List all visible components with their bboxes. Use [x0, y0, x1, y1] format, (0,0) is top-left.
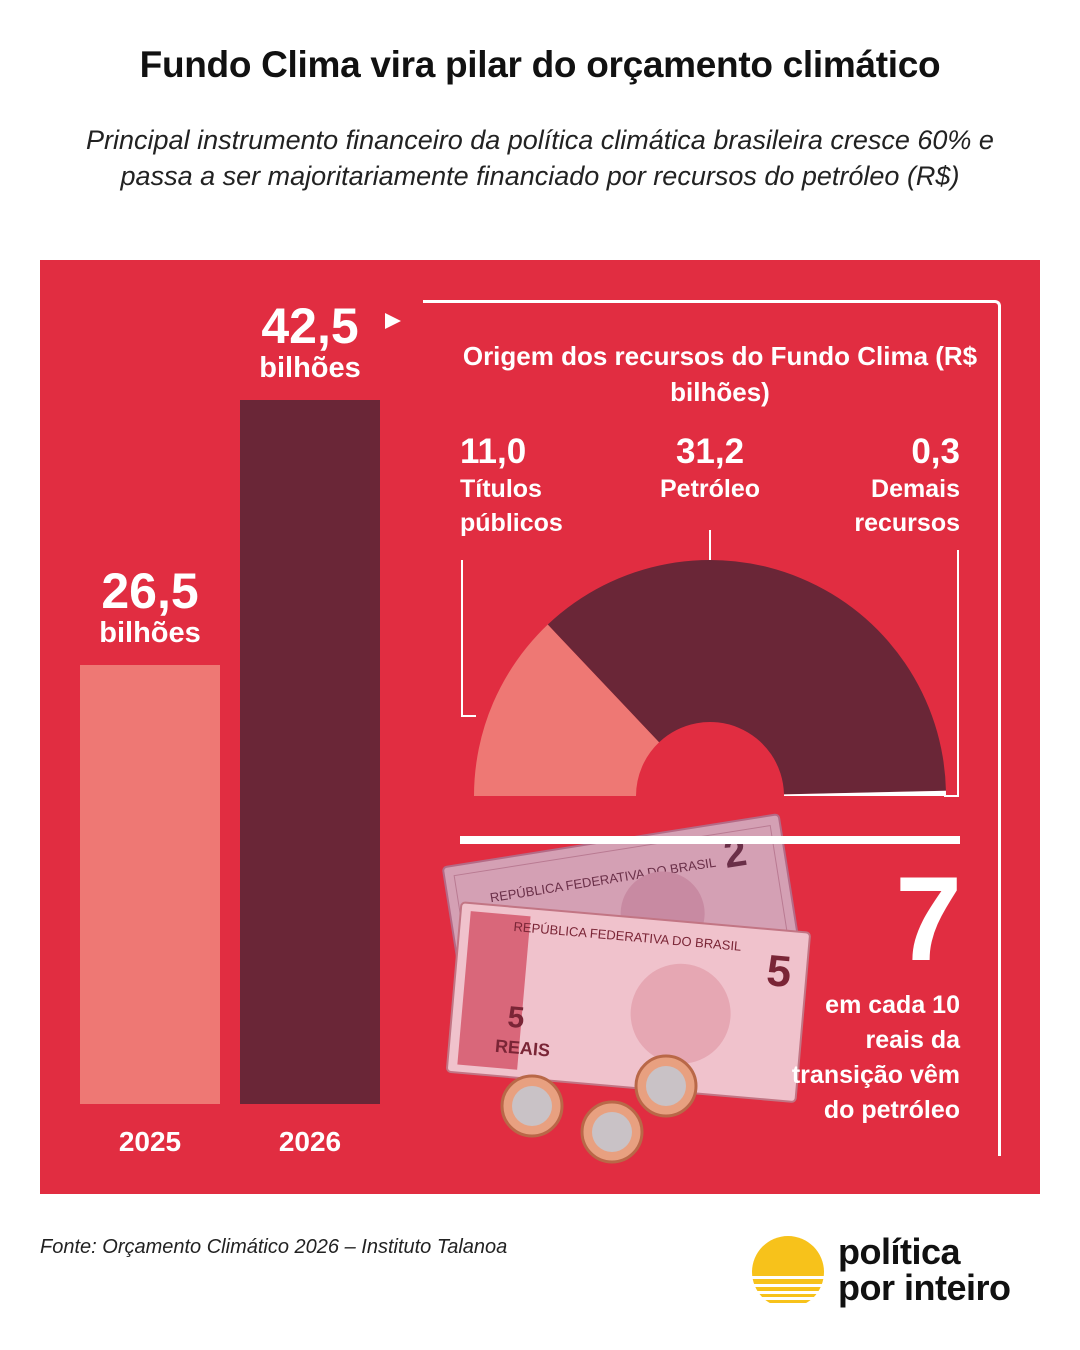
bar-value-number: 42,5 — [261, 298, 359, 354]
highlight-number: 7 — [895, 852, 962, 986]
slice-name: Títulos públicos — [460, 475, 563, 537]
pie-slice-2 — [783, 790, 946, 796]
bar-value-label-2025: 26,5 bilhões — [50, 565, 250, 649]
bar-value-label-2026: 42,5 bilhões — [210, 300, 410, 384]
leader-line-demais — [944, 550, 959, 797]
section-divider — [460, 836, 960, 844]
bar-2025 — [80, 665, 220, 1104]
slice-label-demais: 0,3 Demais recursos — [820, 432, 960, 540]
brand-logo: política por inteiro — [748, 1232, 1048, 1312]
chart-graphics: REPÚBLICA FEDERATIVA DO BRASIL 2 REPÚBLI… — [442, 530, 959, 1164]
chart-panel: 26,5 bilhões 42,5 bilhões 2025 2026 Orig… — [40, 260, 1040, 1194]
logo-line-1: política — [838, 1231, 961, 1272]
pie-slice-0 — [474, 624, 660, 796]
logo-line-2: por inteiro — [838, 1267, 1011, 1308]
slice-name: Demais recursos — [854, 475, 960, 537]
bar-value-unit: bilhões — [259, 352, 361, 384]
slice-label-titulos: 11,0 Títulos públicos — [460, 432, 600, 540]
pie-frame — [423, 300, 1001, 1156]
slice-value: 11,0 — [460, 432, 527, 471]
bar-value-number: 26,5 — [101, 563, 199, 620]
slice-value: 31,2 — [675, 432, 745, 471]
svg-text:5: 5 — [765, 946, 794, 997]
category-label-2025: 2025 — [118, 1126, 182, 1157]
slice-value: 0,3 — [911, 432, 960, 471]
chart-subtitle: Principal instrumento financeiro da polí… — [86, 125, 994, 191]
pointer-arrow-icon — [385, 313, 401, 329]
pie-slice-1 — [547, 560, 946, 795]
category-label-2026: 2026 — [278, 1126, 342, 1157]
leader-line-titulos — [461, 560, 476, 717]
banknote-5-reais-icon: REPÚBLICA FEDERATIVA DO BRASIL 5 5 REAIS — [446, 901, 811, 1103]
svg-text:5: 5 — [506, 1001, 526, 1035]
highlight-text: em cada 10 reais da transição vêm do pet… — [791, 991, 960, 1124]
pie-title: Origem dos recursos do Fundo Clima (R$ b… — [462, 341, 978, 407]
slice-name: Petróleo — [659, 475, 761, 503]
source-note: Fonte: Orçamento Climático 2026 – Instit… — [40, 1236, 508, 1258]
semi-donut-chart — [474, 560, 946, 796]
bar-2026 — [240, 400, 380, 1104]
svg-text:REAIS: REAIS — [494, 1036, 551, 1061]
sun-logo-icon — [752, 1236, 824, 1303]
coins-icon — [500, 1054, 698, 1164]
chart-title: Fundo Clima vira pilar do orçamento clim… — [139, 44, 941, 85]
logo-wordmark: política por inteiro — [838, 1234, 1011, 1306]
bar-value-unit: bilhões — [99, 617, 201, 650]
slice-label-petroleo: 31,2 Petróleo — [610, 432, 810, 506]
